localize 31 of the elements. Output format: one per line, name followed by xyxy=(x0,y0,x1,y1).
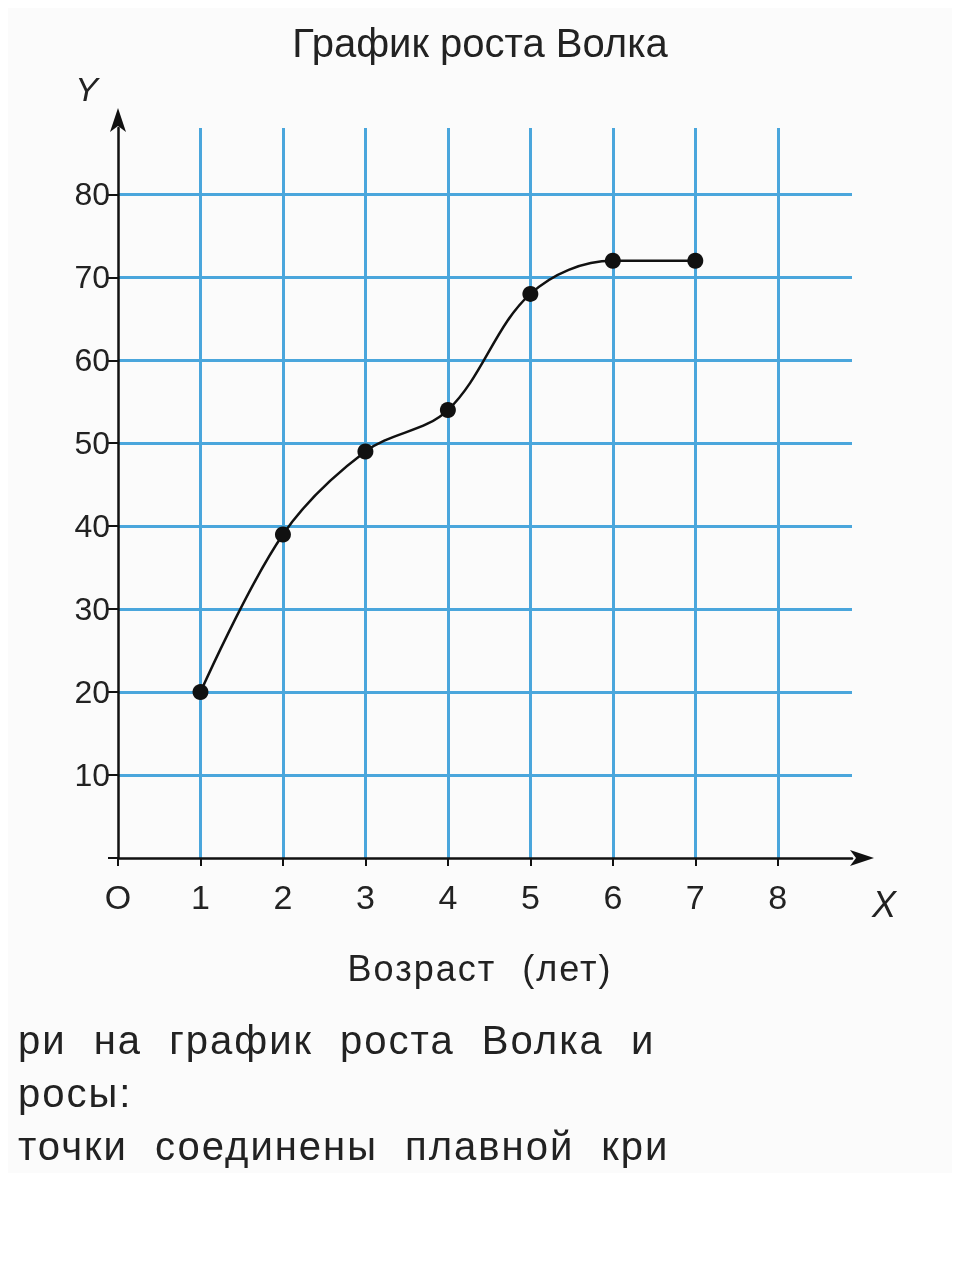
y-tick-label: 40 xyxy=(74,508,110,545)
x-tick-label: O xyxy=(104,878,132,916)
x-axis-title: X xyxy=(871,883,898,925)
y-tick-label: 20 xyxy=(74,674,110,711)
point xyxy=(192,684,209,701)
x-tick-label: 2 xyxy=(273,878,293,916)
point xyxy=(687,252,704,269)
y-tick-label: 60 xyxy=(74,342,110,379)
text: Возраст (лет) xyxy=(346,948,614,991)
text: ри на график роста Волка и xyxy=(17,1017,657,1064)
y-tick-label: 30 xyxy=(74,591,110,628)
point xyxy=(274,526,291,543)
x-tick-label: 7 xyxy=(685,878,705,916)
text: росы: xyxy=(17,1070,134,1117)
chart-title: График роста Волка xyxy=(292,21,669,65)
x-tick-label: 6 xyxy=(603,878,623,916)
y-tick-label: 50 xyxy=(74,425,110,462)
y-tick-label: 70 xyxy=(74,259,110,296)
x-tick-label: 5 xyxy=(520,878,540,916)
y-axis-title: Y xyxy=(75,70,101,108)
point xyxy=(439,402,456,419)
x-tick-label: 4 xyxy=(438,878,458,916)
y-tick-label: 80 xyxy=(74,176,110,213)
point xyxy=(357,443,374,460)
point xyxy=(522,285,539,302)
text: точки соединены плавной кри xyxy=(17,1123,671,1170)
point xyxy=(604,252,621,269)
x-tick-label: 8 xyxy=(768,878,788,916)
y-tick-label: 10 xyxy=(74,757,110,794)
x-tick-label: 3 xyxy=(355,878,375,916)
x-tick-label: 1 xyxy=(191,878,210,916)
